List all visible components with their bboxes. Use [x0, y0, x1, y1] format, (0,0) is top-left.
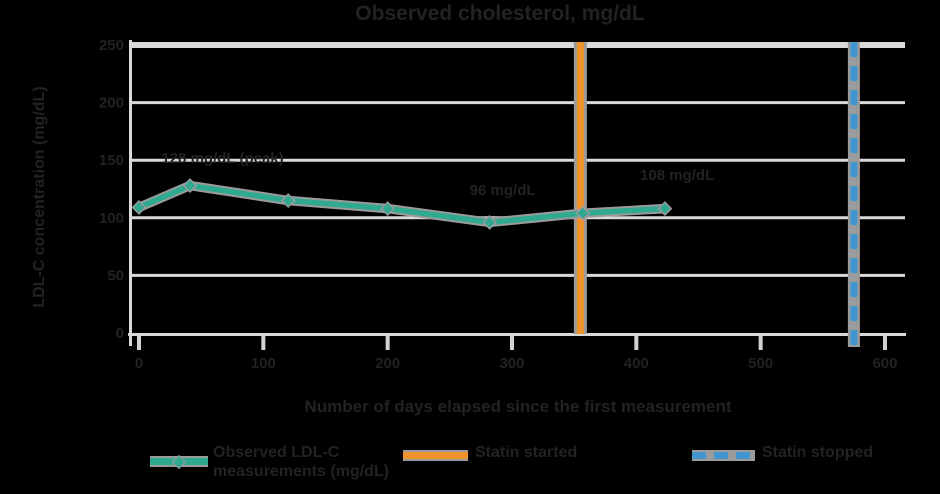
statin-started-swatch-color: [403, 452, 468, 459]
x-tick-label: 400: [624, 355, 649, 372]
x-tick-label: 0: [135, 355, 143, 372]
y-tick-label: 100: [99, 210, 124, 227]
observed-series-label: Observed LDL-C measurements (mg/dL): [213, 443, 389, 481]
statin-started-label-line: Statin started: [475, 444, 578, 461]
observed-series-swatch-marker: [171, 454, 187, 469]
observed-series-swatch: [150, 454, 208, 469]
x-tick-label: 300: [499, 355, 524, 372]
x-tick-label: 200: [375, 355, 400, 372]
data-point-marker: [482, 214, 498, 230]
y-tick-label: 50: [107, 267, 124, 284]
statin-stopped-label: Statin stopped: [762, 443, 873, 462]
x-axis-title: Number of days elapsed since the first m…: [304, 397, 732, 416]
data-point-marker: [657, 201, 673, 217]
legend: Observed LDL-C measurements (mg/dL) Statin…: [0, 441, 940, 491]
statin-stopped-swatch-color: [692, 452, 755, 459]
data-label: 128 mg/dL (peak): [161, 150, 283, 167]
data-point-marker: [131, 200, 147, 215]
data-point-marker: [380, 201, 396, 217]
data-point-marker: [575, 205, 591, 221]
chart-title: Observed cholesterol, mg/dL: [355, 2, 645, 25]
y-tick-label: 150: [99, 152, 124, 169]
observed-series-label-line: measurements (mg/dL): [213, 463, 390, 480]
x-tick-label: 500: [748, 355, 773, 372]
data-point-marker: [280, 193, 296, 208]
statin-started-label: Statin started: [475, 443, 577, 462]
statin-stopped-label-line: Statin stopped: [762, 444, 874, 461]
data-label: 96 mg/dL: [470, 182, 536, 199]
data-label: 108 mg/dL: [640, 167, 714, 184]
observed-series-label-line: Observed LDL-C: [213, 444, 340, 461]
data-point-marker: [182, 178, 198, 193]
x-tick-label: 600: [872, 355, 897, 372]
x-tick-label: 100: [251, 355, 276, 372]
statin-started-swatch: [403, 450, 468, 461]
y-tick-label: 0: [116, 325, 124, 342]
statin-stopped-swatch: [692, 450, 755, 461]
y-tick-label: 250: [99, 37, 124, 54]
y-tick-label: 200: [99, 95, 124, 112]
